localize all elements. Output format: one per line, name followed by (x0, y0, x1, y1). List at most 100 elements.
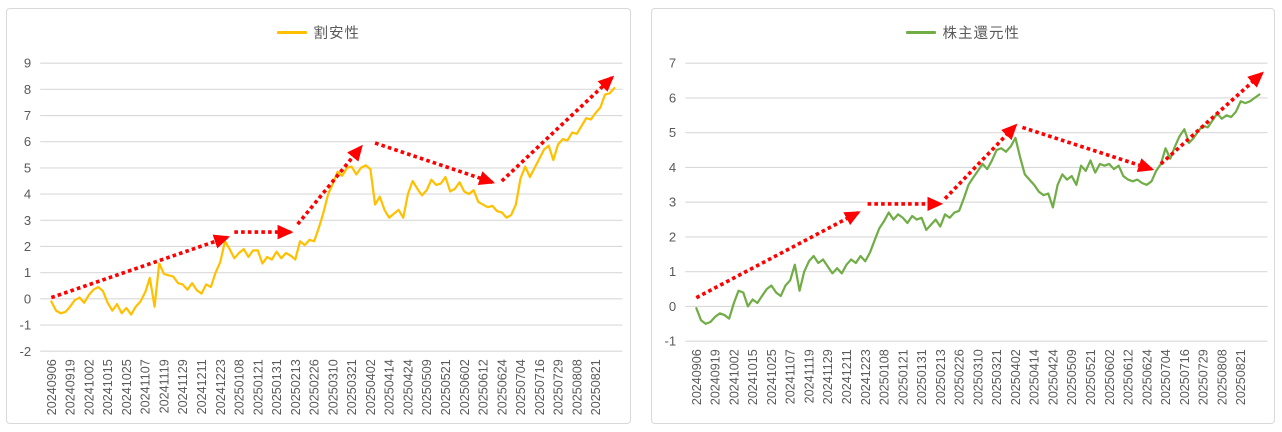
x-axis-tick-label: 20250602 (458, 359, 472, 415)
x-axis-tick-label: 20250704 (1159, 349, 1173, 405)
x-axis-tick-label: 20250808 (1215, 349, 1229, 405)
x-axis-tick-label: 20250729 (552, 359, 566, 415)
y-axis-tick-label: 7 (24, 108, 31, 123)
x-axis-tick-label: 20240906 (45, 359, 59, 415)
x-axis-tick-label: 20250121 (896, 349, 910, 405)
x-axis-tick-label: 20250821 (589, 359, 603, 415)
y-axis-tick-label: 6 (668, 90, 675, 105)
trend-arrow (374, 141, 496, 186)
x-axis-tick-label: 20250808 (570, 359, 584, 415)
x-axis-tick-label: 20250424 (401, 359, 415, 415)
x-axis-tick-label: 20241223 (214, 359, 228, 415)
x-axis-tick-label: 20250716 (1177, 349, 1191, 405)
y-axis-tick-label: 1 (668, 264, 675, 279)
y-axis-tick-label: 3 (668, 195, 675, 210)
x-axis-tick-label: 20250131 (915, 349, 929, 405)
legend-label: 割安性 (313, 26, 360, 42)
x-axis-tick-label: 20250716 (533, 359, 547, 415)
x-axis-tick-label: 20250321 (345, 359, 359, 415)
y-axis-tick-label: 8 (24, 82, 31, 97)
y-axis-tick-label: 6 (24, 134, 31, 149)
x-axis-tick-label: 20250704 (514, 359, 528, 415)
legend-line-icon (905, 31, 936, 34)
series-line (694, 93, 1260, 325)
x-axis-tick-label: 20250131 (270, 359, 284, 415)
x-axis-tick-label: 20250509 (1065, 349, 1079, 405)
x-axis-tick-label: 20241107 (139, 359, 153, 414)
x-axis-tick-label: 20241107 (783, 349, 797, 404)
y-axis-tick-label: 0 (668, 299, 675, 314)
x-axis-tick-label: 20241223 (858, 349, 872, 405)
x-axis-tick-label: 20240906 (689, 349, 703, 405)
x-axis-tick-label: 20241025 (120, 359, 134, 415)
y-axis-tick-label: -1 (20, 318, 32, 333)
line-chart-cheapness: 9 8 7 6 5 4 3 2 1 0 -1 -2 20240906 20240919 20241002 20… (20, 56, 623, 415)
trend-arrow (1159, 71, 1264, 166)
x-axis-tick-label: 20250213 (289, 359, 303, 415)
x-axis-tick-label: 20241015 (101, 359, 115, 415)
chart-panel-cheapness: 割安性 9 8 7 6 5 4 3 2 1 0 -1 -2 20240906 20240919 202410… (6, 8, 631, 424)
x-axis-tick-label: 20241119 (157, 359, 171, 413)
x-axis-tick-label: 20241025 (764, 349, 778, 405)
trend-arrow (694, 210, 861, 300)
y-axis-tick-label: 9 (24, 56, 31, 71)
x-axis-tick-label: 20250108 (877, 349, 891, 405)
y-axis-tick-label: 5 (24, 160, 31, 175)
x-axis-tick-label: 20250521 (439, 359, 453, 415)
legend-shareholder-return: 株主還元性 (652, 22, 1275, 43)
trend-arrow (296, 144, 363, 226)
y-axis-tick-label: 2 (668, 229, 675, 244)
x-axis-tick-label: 20250414 (1027, 349, 1041, 405)
y-axis-tick-label: 2 (24, 239, 31, 254)
line-chart-shareholder-return: 7 6 5 4 3 2 1 0 -1 20240906 20240919 20241002 202410… (664, 56, 1267, 405)
x-axis-tick-label: 20250108 (233, 359, 247, 415)
x-axis-tick-label: 20250612 (1121, 349, 1135, 405)
trend-arrow (1021, 125, 1154, 173)
legend-line-icon (276, 31, 307, 34)
x-axis-tick-label: 20250414 (383, 359, 397, 415)
x-axis-tick-label: 20250521 (1084, 349, 1098, 405)
x-axis-tick-label: 20250602 (1102, 349, 1116, 405)
x-axis-tick-label: 20250729 (1196, 349, 1210, 405)
x-axis-tick-label: 20250226 (308, 359, 322, 415)
x-axis-tick-label: 20240919 (64, 359, 78, 415)
x-axis-tick-label: 20241129 (176, 359, 190, 414)
x-axis-tick-label: 20250402 (364, 359, 378, 415)
legend-cheapness: 割安性 (7, 22, 630, 43)
x-axis-tick-label: 20250213 (933, 349, 947, 405)
x-axis-tick-label: 20241119 (802, 349, 816, 403)
y-axis-tick-label: 5 (668, 125, 675, 140)
trend-arrow (500, 75, 615, 183)
x-axis-tick-label: 20241002 (727, 349, 741, 405)
x-axis-tick-label: 20250821 (1234, 349, 1248, 405)
y-axis-tick-label: 1 (24, 265, 31, 280)
x-axis-tick-label: 20241129 (821, 349, 835, 404)
chart-panel-shareholder-return: 株主還元性 7 6 5 4 3 2 1 0 -1 20240906 20240919 20241002… (650, 8, 1275, 424)
y-axis-tick-label: 3 (24, 213, 31, 228)
x-axis-tick-label: 20241211 (195, 359, 209, 414)
y-axis-tick-label: -2 (20, 344, 32, 359)
trend-arrow (943, 123, 1017, 200)
x-axis-tick-label: 20250226 (952, 349, 966, 405)
y-axis-tick-label: 7 (668, 56, 675, 71)
x-axis-tick-label: 20241015 (746, 349, 760, 405)
x-axis-tick-label: 20250612 (477, 359, 491, 415)
x-axis-tick-label: 20241002 (82, 359, 96, 415)
x-axis-tick-label: 20240919 (708, 349, 722, 405)
x-axis-tick-label: 20241211 (840, 349, 854, 404)
y-axis-tick-label: -1 (664, 334, 676, 349)
y-axis-tick-label: 0 (24, 291, 31, 306)
x-axis-tick-label: 20250624 (1140, 349, 1154, 405)
x-axis-tick-label: 20250310 (326, 359, 340, 415)
x-axis-tick-label: 20250424 (1046, 349, 1060, 405)
x-axis-tick-label: 20250402 (1008, 349, 1022, 405)
x-axis-tick-label: 20250310 (971, 349, 985, 405)
x-axis-tick-label: 20250121 (251, 359, 265, 415)
x-axis-tick-label: 20250624 (495, 359, 509, 415)
y-axis-tick-label: 4 (24, 187, 31, 202)
x-axis-tick-label: 20250321 (990, 349, 1004, 405)
x-axis-tick-label: 20250509 (420, 359, 434, 415)
legend-label: 株主還元性 (942, 26, 1020, 42)
